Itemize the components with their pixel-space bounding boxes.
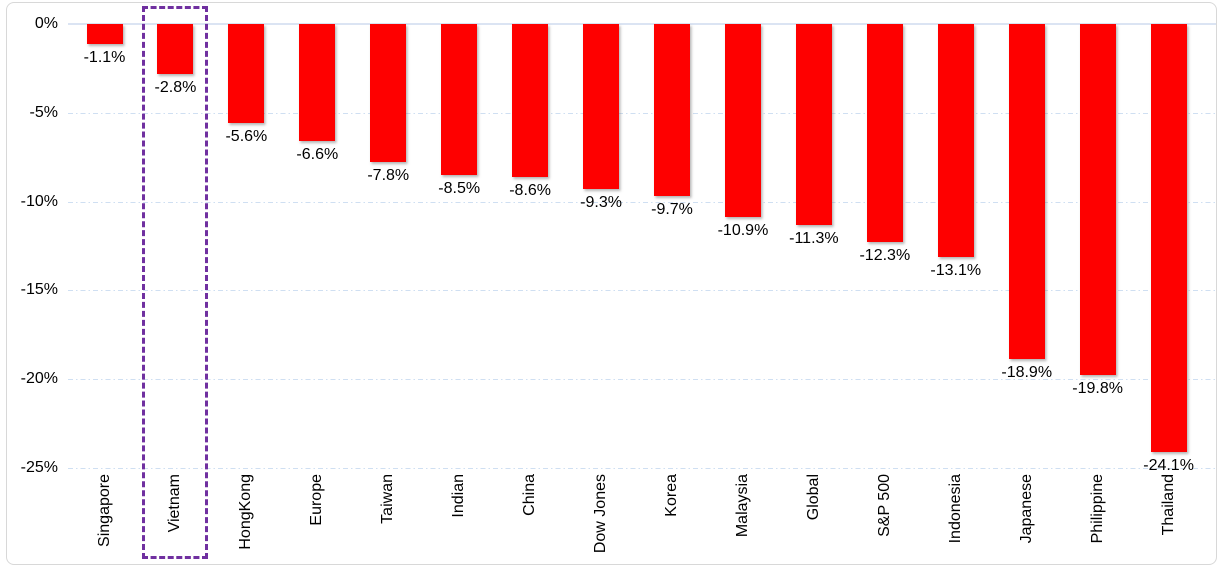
x-axis-category-label: Europe [308,474,326,569]
bar [795,24,832,225]
x-axis-category-label: S&P 500 [876,474,894,569]
bar-value-label: -6.6% [296,146,339,164]
bar [512,24,549,177]
bar [937,24,974,257]
x-axis-category-label: Philippine [1089,474,1107,569]
x-axis-category-label: Dow Jones [592,474,610,569]
y-axis-tick-label: -20% [20,370,58,387]
y-axis-tick-label: -25% [20,458,58,476]
x-axis-category-text: Taiwan [379,474,397,524]
bar-value-label: -8.6% [509,181,552,199]
bar [157,24,194,74]
x-axis-category-text: Dow Jones [592,474,610,554]
gridline [68,467,1216,469]
gridline [68,290,1216,292]
bar-value-label: -8.5% [438,179,481,197]
x-axis-category-text: Global [804,474,822,521]
x-axis-category-label: Thailand [1160,474,1178,569]
bar-value-label: -7.8% [367,167,410,185]
bar [724,24,761,218]
bar-value-label: -1.1% [83,48,126,66]
x-axis-category-text: Thailand [1159,474,1177,536]
bar-value-label: -19.8% [1072,380,1123,398]
bar-value-label: -13.1% [930,261,982,279]
highlight-box [142,6,209,559]
x-axis-category-label: Japanese [1018,474,1036,569]
gridline [68,379,1216,380]
bar-value-label: -9.3% [580,194,622,212]
bar [1008,24,1045,360]
x-axis-category-label: HongKong [237,474,255,569]
y-axis-tick-label: -10% [20,192,58,210]
x-axis-category-label: Taiwan [379,474,397,569]
bar [86,24,123,44]
x-axis-category-label: Singapore [96,474,114,569]
x-axis-category-text: HongKong [237,474,255,550]
bar-value-label: -24.1% [1143,456,1194,474]
zero-axis-line [68,23,1216,25]
x-axis-category-label: Malaysia [734,474,752,569]
bar [654,24,691,197]
x-axis-category-label: Global [805,474,823,569]
bar [1079,24,1116,376]
bar-value-label: -11.3% [789,229,839,247]
bar-value-label: -10.9% [717,222,769,240]
x-axis-category-label: Indian [450,474,468,569]
gridline [68,112,1216,114]
x-axis-category-text: Japanese [1017,474,1035,544]
x-axis-category-text: China [521,474,539,516]
bar-value-label: -18.9% [1001,364,1053,382]
x-axis-category-label: Indonesia [947,474,965,569]
bar [441,24,478,175]
x-axis-category-text: Korea [663,474,681,517]
x-axis-category-text: Indian [450,474,468,518]
x-axis-category-text: Philippine [1088,474,1106,544]
bar-value-label: -9.7% [651,201,693,219]
gridline [68,201,1216,203]
x-axis-category-text: Singapore [95,474,113,547]
y-axis-tick-label: 0% [34,15,58,32]
x-axis-category-text: Europe [308,474,326,526]
bar [228,24,265,124]
y-axis-tick-label: -5% [29,103,58,121]
x-axis-category-text: S&P 500 [875,474,893,537]
bar-value-label: -12.3% [859,247,911,265]
bar-value-label: -2.8% [154,78,197,96]
x-axis-category-text: Malaysia [733,474,751,538]
x-axis-category-label: China [521,474,539,569]
bar-value-label: -5.6% [225,128,268,146]
x-axis-category-label: Korea [663,474,681,569]
bar [1150,24,1187,452]
bar [866,24,903,243]
bar [299,24,336,142]
bar [583,24,620,190]
x-axis-category-text: Indonesia [946,474,964,544]
y-axis-tick-label: -15% [20,281,58,299]
bar [370,24,407,163]
